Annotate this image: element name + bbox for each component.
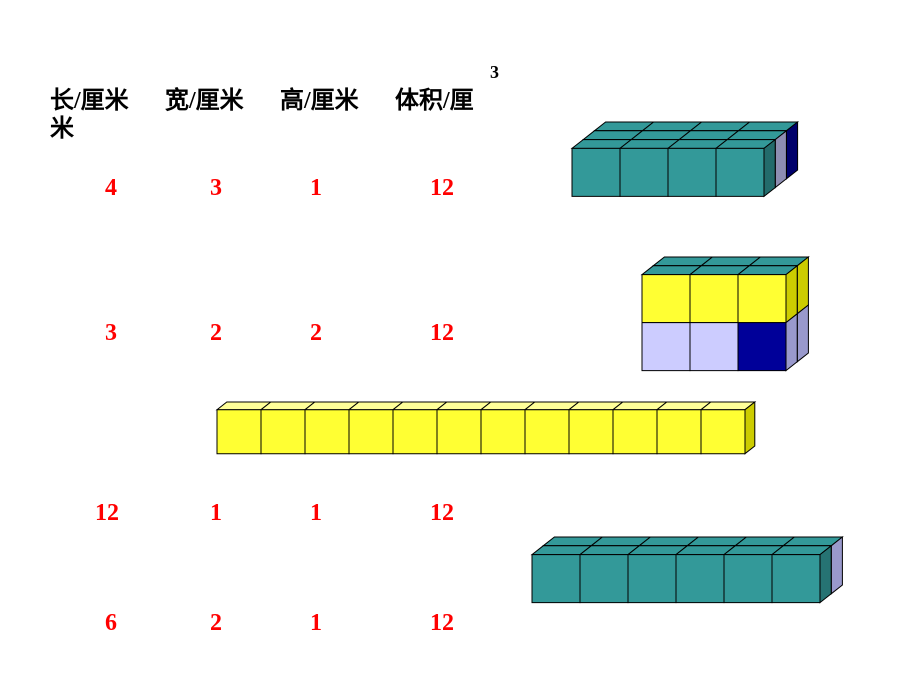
row2-height: 2 xyxy=(310,320,322,347)
row2-width: 2 xyxy=(210,320,222,347)
row4-height: 1 xyxy=(310,610,322,637)
row4-length: 6 xyxy=(105,610,117,637)
header-volume-part1: 体积/厘 xyxy=(395,80,474,115)
volume-exponent: 3 xyxy=(490,62,499,83)
row2-length: 3 xyxy=(105,320,117,347)
row3-length: 12 xyxy=(95,500,119,527)
row4-width: 2 xyxy=(210,610,222,637)
row2-volume: 12 xyxy=(430,320,454,347)
header-width: 宽/厘米 xyxy=(165,80,244,115)
cuboid-12x1x1 xyxy=(215,400,757,461)
row3-width: 1 xyxy=(210,500,222,527)
row3-height: 1 xyxy=(310,500,322,527)
cuboid-3x2x2 xyxy=(640,255,810,378)
row1-height: 1 xyxy=(310,175,322,202)
row4-volume: 12 xyxy=(430,610,454,637)
row1-width: 3 xyxy=(210,175,222,202)
header-volume-part2: 米 xyxy=(50,108,74,143)
row3-volume: 12 xyxy=(430,500,454,527)
cuboid-6x2x1 xyxy=(530,535,844,610)
row1-length: 4 xyxy=(105,175,117,202)
header-height: 高/厘米 xyxy=(280,80,359,115)
row1-volume: 12 xyxy=(430,175,454,202)
cuboid-4x3x1 xyxy=(570,120,800,203)
